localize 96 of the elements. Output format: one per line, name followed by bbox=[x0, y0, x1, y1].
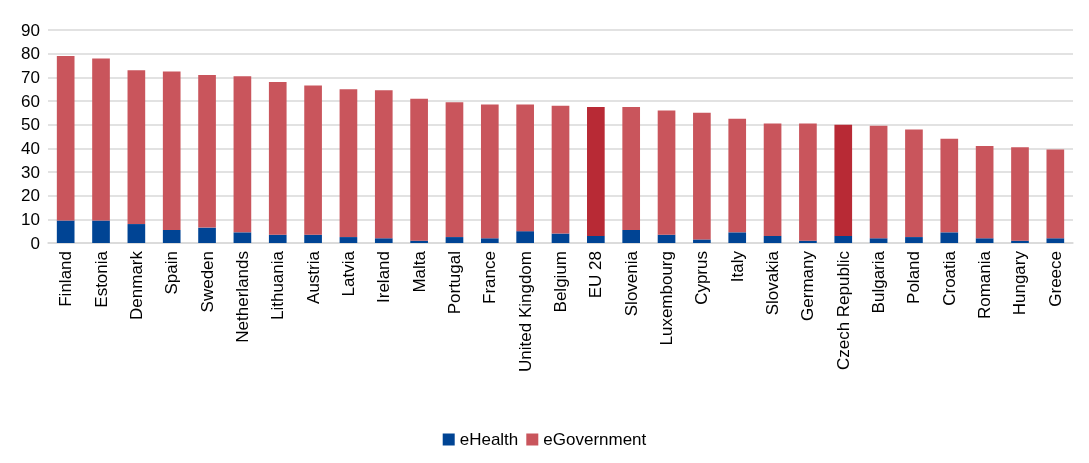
bar bbox=[480, 238, 499, 243]
bar bbox=[374, 90, 393, 239]
bar bbox=[728, 118, 747, 233]
bar bbox=[162, 71, 181, 230]
x-tick-label: Greece bbox=[1045, 251, 1065, 307]
x-tick-label: Latvia bbox=[338, 250, 358, 297]
bar bbox=[1046, 149, 1065, 239]
bar bbox=[905, 237, 923, 243]
bar bbox=[339, 237, 358, 243]
bar bbox=[763, 123, 782, 236]
x-tick-label: Finland bbox=[56, 251, 76, 307]
x-tick-label: EU 28 bbox=[586, 251, 606, 299]
bar bbox=[56, 56, 75, 221]
bar bbox=[516, 104, 534, 232]
bar bbox=[587, 106, 605, 236]
x-tick-label: Slovakia bbox=[763, 250, 783, 316]
bar bbox=[198, 227, 216, 243]
bar bbox=[551, 233, 570, 243]
bar bbox=[56, 220, 75, 243]
bar bbox=[162, 229, 181, 243]
y-tick-label: 0 bbox=[30, 233, 40, 253]
y-tick-label: 50 bbox=[21, 115, 40, 135]
bar bbox=[834, 124, 853, 236]
y-tick-label: 90 bbox=[21, 20, 40, 40]
y-tick-label: 80 bbox=[21, 44, 40, 64]
y-tick-label: 20 bbox=[21, 186, 40, 206]
x-tick-label: Spain bbox=[162, 251, 182, 295]
bar bbox=[445, 237, 464, 243]
x-tick-label: Romania bbox=[975, 250, 995, 320]
x-tick-label: Czech Republic bbox=[833, 250, 853, 371]
x-tick-label: Denmark bbox=[126, 250, 146, 320]
bar bbox=[1046, 238, 1065, 243]
y-tick-label: 70 bbox=[21, 67, 40, 87]
bar bbox=[940, 138, 959, 233]
bar bbox=[410, 98, 428, 241]
y-tick-label: 10 bbox=[21, 209, 40, 229]
y-tick-label: 30 bbox=[21, 162, 40, 182]
bar bbox=[622, 229, 641, 243]
bar bbox=[905, 129, 923, 238]
bar bbox=[480, 104, 499, 239]
bar bbox=[869, 238, 888, 243]
bar bbox=[92, 58, 110, 221]
x-tick-label: Belgium bbox=[551, 251, 570, 313]
x-tick-label: Hungary bbox=[1010, 250, 1030, 316]
x-tick-label: Portugal bbox=[444, 251, 464, 315]
bar bbox=[92, 220, 110, 243]
bar bbox=[799, 123, 817, 241]
x-tick-label: Austria bbox=[303, 250, 323, 304]
bar bbox=[587, 235, 605, 243]
bar bbox=[304, 234, 322, 243]
x-tick-label: Bulgaria bbox=[869, 250, 889, 314]
x-tick-label: Sweden bbox=[197, 251, 217, 313]
x-tick-label: Luxembourg bbox=[657, 251, 677, 346]
bar bbox=[657, 110, 676, 235]
y-tick-label: 40 bbox=[21, 138, 40, 158]
legend-label: eHealth bbox=[459, 430, 519, 449]
y-tick-label: 60 bbox=[21, 91, 40, 111]
bar bbox=[198, 74, 216, 228]
x-tick-label: France bbox=[480, 251, 500, 304]
bar bbox=[268, 82, 287, 235]
legend-label: eGovernment bbox=[543, 430, 647, 449]
bar bbox=[1011, 147, 1029, 241]
x-tick-label: Cyprus bbox=[692, 251, 712, 305]
x-tick-label: Slovenia bbox=[621, 250, 641, 317]
x-tick-label: Poland bbox=[904, 251, 924, 304]
x-tick-label: Malta bbox=[409, 250, 429, 293]
x-tick-label: Estonia bbox=[91, 250, 111, 308]
bar bbox=[763, 235, 782, 243]
bar bbox=[869, 125, 888, 239]
bar bbox=[516, 231, 534, 243]
bar bbox=[693, 239, 711, 243]
bar bbox=[551, 105, 570, 234]
bar bbox=[834, 235, 853, 243]
bar bbox=[127, 70, 146, 225]
x-tick-label: Italy bbox=[727, 250, 747, 283]
x-tick-label: Ireland bbox=[374, 251, 394, 303]
x-tick-label: Netherlands bbox=[232, 251, 252, 343]
x-tick-label: United Kingdom bbox=[515, 251, 535, 372]
bar bbox=[693, 112, 711, 240]
bar bbox=[975, 238, 994, 243]
bar bbox=[622, 106, 641, 230]
bar bbox=[268, 234, 287, 243]
bar bbox=[940, 232, 959, 243]
bar bbox=[374, 238, 393, 243]
bar bbox=[445, 102, 464, 238]
x-tick-label: Germany bbox=[798, 250, 818, 321]
bar bbox=[233, 232, 252, 243]
x-tick-label: Croatia bbox=[939, 250, 959, 306]
bar bbox=[657, 234, 676, 243]
bar bbox=[304, 85, 322, 235]
bar bbox=[339, 89, 358, 238]
bar bbox=[728, 232, 747, 243]
bar bbox=[127, 224, 146, 243]
bar bbox=[233, 76, 252, 233]
bar bbox=[975, 145, 994, 239]
x-tick-label: Lithuania bbox=[268, 250, 288, 321]
